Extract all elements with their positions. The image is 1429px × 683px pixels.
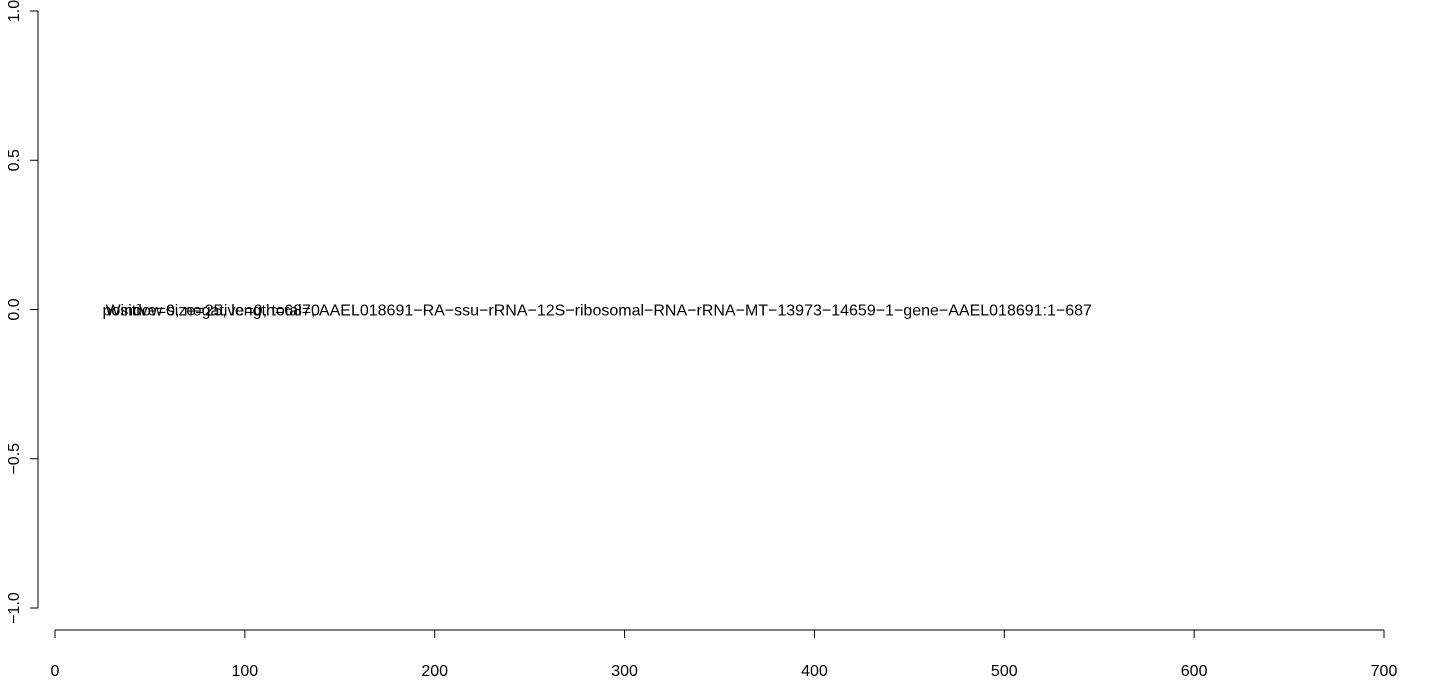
x-tick-label: 500 [991,663,1018,680]
y-tick-label: 0.5 [6,149,23,171]
y-axis-ticks: −1.0 −0.5 0.0 0.5 1.0 [6,0,38,624]
y-tick-label: −0.5 [6,443,23,475]
annotation-window-info: Window size=25, length=687, AAEL018691−R… [105,303,1092,320]
x-axis-ticks: 0 100 200 300 400 500 600 700 [51,630,1398,680]
x-tick-label: 400 [801,663,828,680]
x-tick-label: 200 [421,663,448,680]
y-tick-label: 1.0 [6,0,23,22]
x-tick-label: 600 [1181,663,1208,680]
x-tick-label: 700 [1371,663,1398,680]
annotation-counts: positive=0, negative=0, total=0 [102,303,320,320]
y-tick-label: 0.0 [6,298,23,320]
x-tick-label: 300 [611,663,638,680]
y-tick-label: −1.0 [6,592,23,624]
x-tick-label: 100 [232,663,259,680]
x-tick-label: 0 [51,663,60,680]
